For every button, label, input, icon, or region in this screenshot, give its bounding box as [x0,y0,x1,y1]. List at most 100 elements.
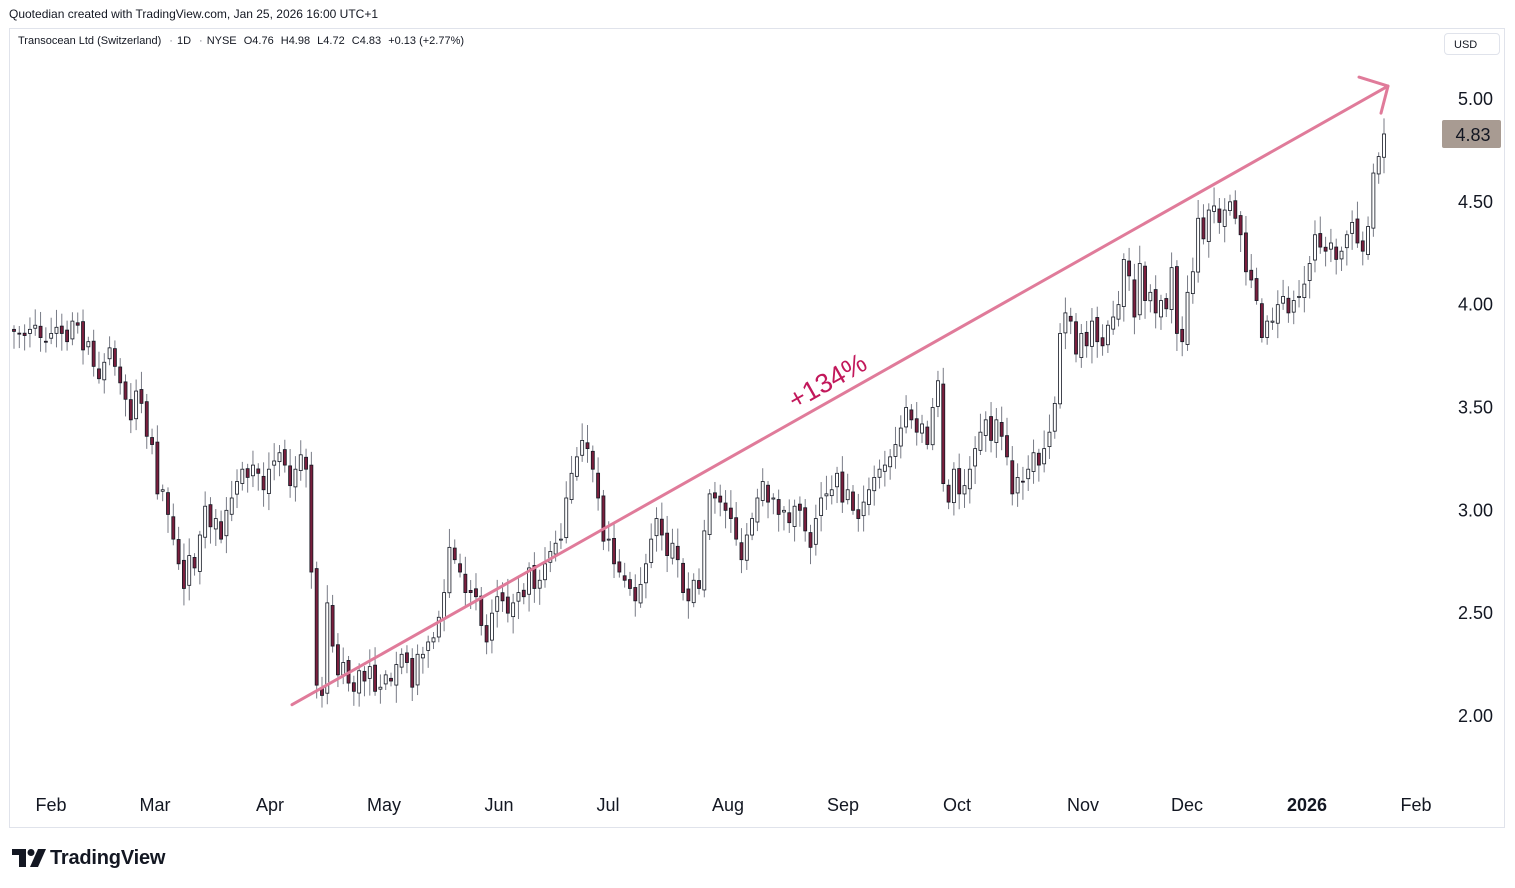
candle[interactable] [1297,280,1301,308]
candle[interactable] [479,586,484,636]
candle[interactable] [1286,286,1291,323]
candle[interactable] [436,610,441,643]
candle[interactable] [962,469,967,508]
candle[interactable] [638,567,643,608]
candle[interactable] [171,503,176,546]
candle[interactable] [1318,216,1323,254]
candle[interactable] [628,571,632,596]
candle[interactable] [1355,201,1360,248]
candle[interactable] [1270,307,1275,330]
candle[interactable] [1084,320,1089,358]
candle[interactable] [851,485,855,515]
candle[interactable] [564,481,569,544]
candle[interactable] [1164,293,1169,318]
candle[interactable] [845,473,850,505]
candle[interactable] [835,466,839,504]
candle[interactable] [1185,275,1190,351]
candle[interactable] [1244,216,1248,286]
candle[interactable] [75,312,80,334]
candle[interactable] [1344,230,1349,266]
candle[interactable] [957,453,962,510]
candle[interactable] [511,593,516,634]
candle[interactable] [118,358,123,395]
candle[interactable] [373,647,377,696]
candle[interactable] [277,445,282,477]
candle[interactable] [474,573,478,611]
candle[interactable] [288,448,293,498]
candle[interactable] [1005,417,1009,466]
candle[interactable] [1031,439,1036,484]
candle[interactable] [920,414,924,443]
candle[interactable] [22,324,27,351]
candle[interactable] [1079,324,1084,368]
candle[interactable] [1058,323,1062,409]
candle[interactable] [728,490,733,533]
candle[interactable] [1334,238,1339,275]
candle[interactable] [1121,253,1126,322]
candle[interactable] [1350,210,1355,250]
candle[interactable] [176,526,181,570]
candle[interactable] [1100,324,1105,356]
candle[interactable] [537,569,542,605]
candle[interactable] [272,443,277,481]
candle[interactable] [452,539,457,564]
candle[interactable] [362,666,367,697]
candle[interactable] [1132,263,1137,335]
candle[interactable] [787,499,792,533]
candle[interactable] [1249,254,1254,289]
candle[interactable] [1090,308,1094,364]
candle[interactable] [505,578,510,623]
candle[interactable] [431,631,436,650]
candle[interactable] [484,614,489,655]
candle[interactable] [128,383,133,434]
candle[interactable] [967,456,972,504]
candle[interactable] [1360,231,1365,266]
candle[interactable] [378,674,383,704]
candle[interactable] [1063,297,1068,350]
candle[interactable] [97,351,101,384]
candle[interactable] [643,553,648,599]
candle[interactable] [1201,204,1206,245]
candle[interactable] [1228,194,1232,216]
candle[interactable] [107,336,112,366]
candle[interactable] [941,367,946,492]
candle[interactable] [1068,307,1073,335]
candle[interactable] [925,420,930,450]
candle[interactable] [1366,216,1370,260]
candle[interactable] [224,497,229,554]
candle[interactable] [723,490,728,529]
candle[interactable] [256,463,261,491]
candle[interactable] [999,406,1004,451]
candle[interactable] [1116,290,1121,327]
candle[interactable] [160,484,165,502]
candle[interactable] [888,449,893,480]
candle[interactable] [367,649,372,696]
candle[interactable] [81,309,85,365]
candle[interactable] [86,336,91,355]
candle[interactable] [760,468,765,507]
candle[interactable] [617,549,622,578]
candle[interactable] [304,448,308,488]
candle[interactable] [983,411,988,452]
candle[interactable] [898,415,903,459]
candle[interactable] [1259,298,1264,343]
candle[interactable] [574,447,579,481]
candle[interactable] [1095,306,1100,358]
candle[interactable] [1047,414,1052,459]
candle[interactable] [240,461,245,491]
candle[interactable] [197,530,202,585]
candle[interactable] [702,519,707,598]
candle[interactable] [1233,190,1238,225]
candle[interactable] [1313,220,1317,273]
candle[interactable] [797,496,802,527]
interval[interactable]: 1D [176,35,192,47]
candle[interactable] [569,455,574,504]
candle[interactable] [1180,316,1185,357]
candle[interactable] [893,426,898,469]
candle[interactable] [1222,198,1227,243]
candle[interactable] [415,644,420,696]
candle[interactable] [54,309,59,348]
candle[interactable] [590,445,595,483]
candle[interactable] [447,528,452,598]
candle[interactable] [245,463,250,493]
